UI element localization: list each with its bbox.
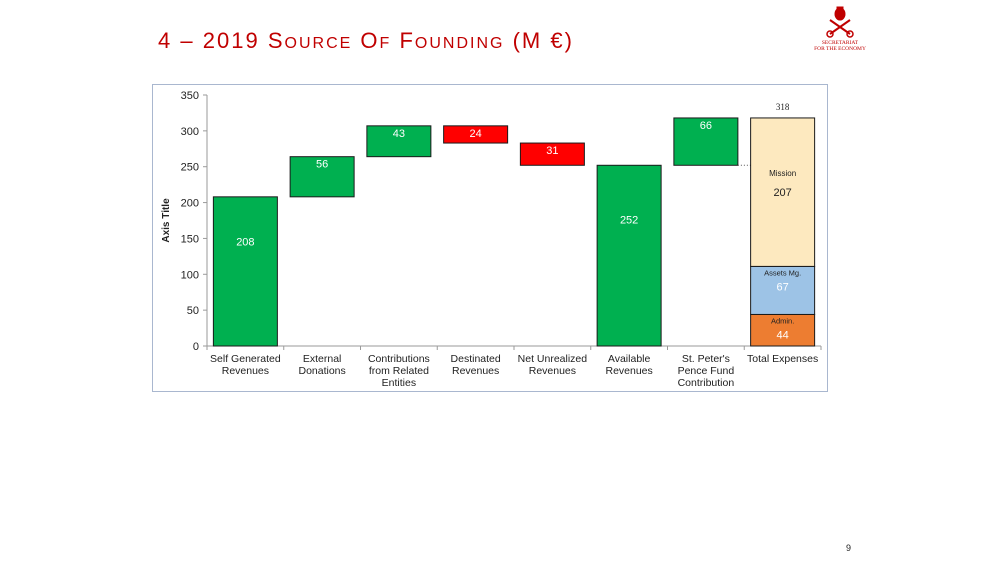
y-axis-title: Axis Title [161, 198, 172, 243]
x-category-label: Revenues [222, 365, 269, 377]
waterfall-bar [443, 125, 509, 144]
y-tick-label: 150 [181, 233, 199, 245]
x-category-label: Contributions [368, 353, 430, 365]
logo-text-line-1: SECRETARIAT [821, 40, 859, 46]
segment-value-label: 44 [777, 329, 789, 341]
segment-value-label: 67 [777, 281, 789, 293]
x-category-label: St. Peter's [682, 353, 730, 365]
bar-value-label: 43 [393, 128, 405, 140]
x-category-label: Revenues [452, 365, 499, 377]
y-tick-label: 50 [187, 305, 199, 317]
waterfall-chart: 0 50 100 150 200 250 300 350 Axis Title 208 56 43 24… [152, 84, 828, 392]
bar-value-label: 208 [236, 237, 254, 249]
waterfall-bar [289, 156, 355, 198]
y-tick-label: 300 [181, 126, 199, 138]
stacked-segment [750, 265, 816, 315]
waterfall-bar [212, 196, 278, 347]
bar-value-label: 56 [316, 159, 328, 171]
x-category-label: Revenues [529, 365, 576, 377]
tiara-keys-emblem-icon [826, 6, 854, 38]
segment-name-label: Admin. [771, 316, 794, 325]
x-category-label: Total Expenses [747, 353, 818, 365]
bar-value-label: 31 [546, 145, 558, 157]
y-tick-label: 200 [181, 198, 199, 210]
y-tick-label: 350 [181, 90, 199, 102]
y-tick-label: 0 [193, 341, 199, 353]
y-tick-label: 100 [181, 269, 199, 281]
stacked-segment [750, 313, 816, 347]
waterfall-bar [673, 117, 739, 166]
slide-title: 4 – 2019 SOURCE OF FOUNDING (M €) [158, 28, 574, 53]
x-category-label: from Related [369, 365, 429, 377]
page-number: 9 [846, 543, 852, 553]
x-category-label: Contribution [678, 377, 735, 389]
bar-value-label: 252 [620, 214, 638, 226]
x-category-label: Net Unrealized [518, 353, 588, 365]
stacked-segment [750, 117, 816, 267]
logo-text-line-2: FOR THE ECONOMY [814, 46, 866, 52]
x-category-label: Entities [382, 377, 416, 389]
bar-value-label: 24 [470, 128, 482, 140]
segment-name-label: Assets Mg. [764, 268, 801, 277]
y-tick-label: 250 [181, 162, 199, 174]
x-category-label: Donations [298, 365, 345, 377]
x-category-label: External [303, 353, 342, 365]
secretariat-logo: SECRETARIAT FOR THE ECONOMY [808, 6, 872, 52]
x-category-label: Self Generated [210, 353, 281, 365]
segment-name-label: Mission [769, 169, 796, 178]
bar-value-label: 66 [700, 120, 712, 132]
x-category-label: Available [608, 353, 651, 365]
chart-canvas: 0 50 100 150 200 250 300 350 Axis Title 208 56 43 24… [161, 90, 822, 389]
waterfall-bar [596, 164, 662, 347]
total-value-label: 318 [776, 102, 790, 112]
x-category-label: Pence Fund [678, 365, 735, 377]
x-category-label: Revenues [605, 365, 652, 377]
waterfall-bar [519, 142, 585, 166]
segment-value-label: 207 [773, 187, 791, 199]
waterfall-bar [366, 125, 432, 158]
x-category-label: Destinated [451, 353, 501, 365]
